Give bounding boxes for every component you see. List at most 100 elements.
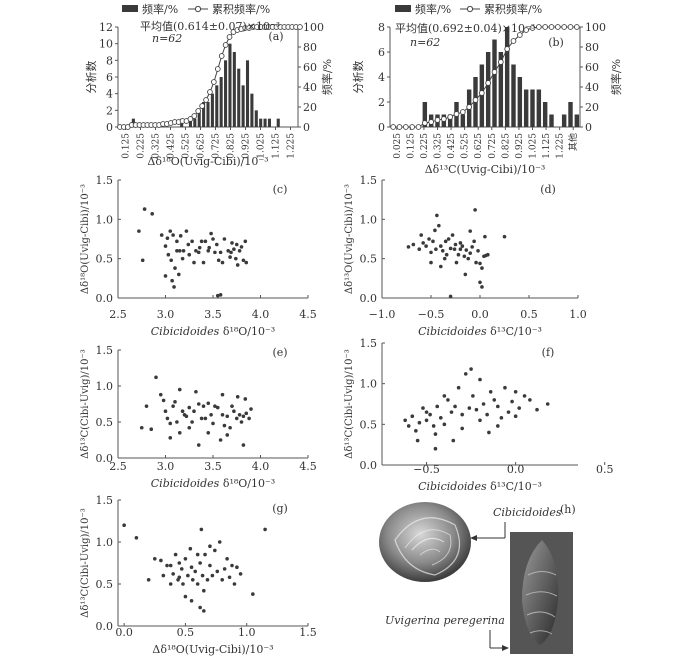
label-cibicidoides: Cibicidoides [493,506,562,519]
cumulative-point [466,104,473,110]
data-point [419,233,424,237]
data-point [460,426,464,431]
data-point [203,416,208,421]
panel-label: (b) [548,36,564,49]
cumulative-point [504,46,511,52]
data-point [439,264,443,269]
data-point [144,404,149,408]
y-tick-label: 4 [378,71,385,84]
data-point [458,241,463,245]
data-point [227,575,232,580]
y2-axis-title: 频率/% [320,59,334,95]
x-axis-title-genus: Cibicidoides [418,480,490,493]
data-point [210,573,215,578]
data-point [460,244,465,248]
y-tick-label: 1.5 [96,494,114,507]
cumulative-point [203,97,209,103]
data-point [232,582,237,586]
data-point [154,375,158,380]
y-tick-label: 1.5 [96,344,114,357]
y-axis-title: Δδ¹³C(Cibi-Uvig)/10⁻³ [344,349,355,459]
data-point [463,272,468,277]
y-tick-label: 1.5 [360,174,378,187]
data-point [472,239,476,244]
y-tick-label: 1.0 [96,380,114,393]
mean-annotation: 平均值(0.692±0.04)×10⁻³ [395,22,535,35]
bar [215,85,219,127]
uvigerina-image [510,532,573,654]
data-point [251,592,255,596]
data-point [190,239,194,244]
y-tick-label: 1.0 [360,378,378,391]
x-tick-label: 0.725 [488,133,498,159]
data-point [216,258,221,263]
data-point [180,256,185,261]
data-point [517,406,521,410]
data-point [177,575,182,580]
data-point [213,250,217,255]
data-point [225,557,229,561]
cumulative-point [459,109,466,115]
y-tick-label: 8 [378,21,385,34]
y2-tick-label: 80 [303,41,317,54]
data-point [239,420,244,424]
data-point [417,420,422,425]
data-point [458,247,463,252]
cumulative-point [226,34,233,40]
bar [422,102,428,127]
data-point [440,249,445,253]
bar [517,77,523,127]
cumulative-point [434,117,441,123]
data-point [406,245,411,249]
data-point [435,213,439,218]
x-tick-label: 1.125 [542,133,552,159]
data-point [187,405,192,410]
data-point [238,572,243,576]
cumulative-point [510,38,517,44]
data-point [177,431,182,435]
chart-panel-f: 0.0 0.5 1.0 1.5 −0.5 0.0 0.5 (f) Cibicidoides δ¹… [344,337,613,493]
data-point [442,422,447,427]
cumulative-point [447,114,454,120]
data-point [213,548,217,553]
data-point [513,414,518,419]
bar [523,89,529,127]
x-tick-label: 0.5 [520,308,538,321]
legend-cum-label: 累积频率/% [484,2,542,16]
data-point [466,256,471,261]
y-tick-label: 0 [106,121,113,134]
y2-tick-label: 40 [303,81,317,94]
x-axis-title-var: δ¹⁸O/10⁻³ [223,477,275,490]
data-point [243,397,248,401]
data-point [168,421,173,426]
x-tick-label: 0.625 [474,133,484,159]
data-point [424,418,429,423]
data-point [159,558,163,563]
x-tick-label: 0.0 [507,463,525,476]
data-point [234,256,238,261]
bar [568,102,573,127]
data-point [149,427,154,432]
data-point [146,578,151,582]
y2-axis-title: 频率/% [609,59,623,95]
data-point [510,399,514,404]
data-point [173,400,177,404]
data-point [175,239,179,244]
data-point [168,229,173,233]
x-tick-label: 0.5 [596,463,614,476]
data-point [460,412,464,417]
y-tick-label: 1.0 [360,213,378,226]
y-tick-label: 1.0 [96,213,114,226]
x-axis-title: Δδ¹⁸O(Uvig-Cibi)/10⁻³ [147,155,268,168]
data-point [235,263,240,267]
x-tick-label: 1.225 [556,133,566,159]
data-point [427,237,431,241]
data-point [193,569,198,574]
x-tick-label: 0.825 [227,133,237,159]
data-point [469,367,473,371]
data-point [454,260,459,265]
data-point [450,233,455,237]
bar [259,118,263,127]
